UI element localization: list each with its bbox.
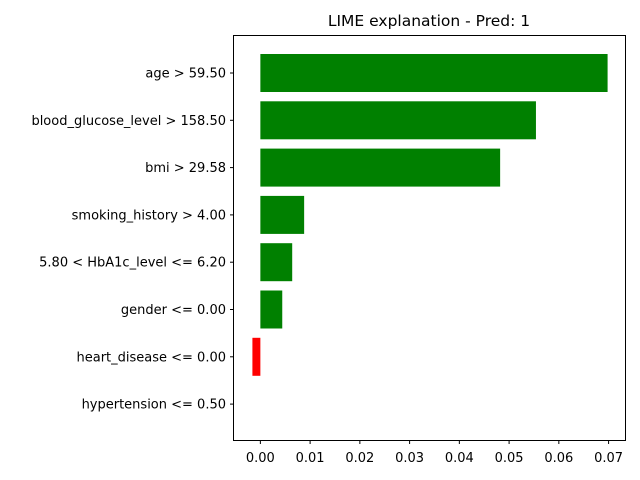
x-tick-label: 0.06 xyxy=(544,451,573,466)
bar-4 xyxy=(260,243,293,282)
y-tick-label: smoking_history > 4.00 xyxy=(72,208,226,223)
y-tick-label: hypertension <= 0.50 xyxy=(82,398,226,413)
y-tick-label: blood_glucose_level > 158.50 xyxy=(31,114,226,129)
x-tick-label: 0.01 xyxy=(296,451,325,466)
bar-0 xyxy=(260,54,608,92)
bar-2 xyxy=(260,148,501,187)
x-tick-label: 0.07 xyxy=(594,451,623,466)
y-tick-label: 5.80 < HbA1c_level <= 6.20 xyxy=(39,256,226,271)
y-tick-label: gender <= 0.00 xyxy=(121,303,226,318)
x-axis-ticks: 0.00 0.01 0.02 0.03 0.04 0.05 0.06 0.07 xyxy=(246,440,623,466)
x-tick-label: 0.05 xyxy=(495,451,524,466)
y-tick-label: age > 59.50 xyxy=(145,67,226,82)
chart-title: LIME explanation - Pred: 1 xyxy=(328,12,530,30)
bars-group xyxy=(252,54,608,376)
x-tick-label: 0.00 xyxy=(246,451,275,466)
x-tick-label: 0.02 xyxy=(345,451,374,466)
bar-3 xyxy=(260,195,305,234)
plot-frame xyxy=(233,35,626,441)
x-tick-label: 0.04 xyxy=(445,451,474,466)
y-tick-label: heart_disease <= 0.00 xyxy=(76,350,226,365)
bar-1 xyxy=(260,101,536,140)
y-tick-labels: age > 59.50 blood_glucose_level > 158.50 b… xyxy=(31,67,234,413)
y-tick-label: bmi > 29.58 xyxy=(145,161,226,176)
bar-6 xyxy=(252,337,261,376)
bar-5 xyxy=(260,290,283,329)
x-tick-label: 0.03 xyxy=(395,451,424,466)
